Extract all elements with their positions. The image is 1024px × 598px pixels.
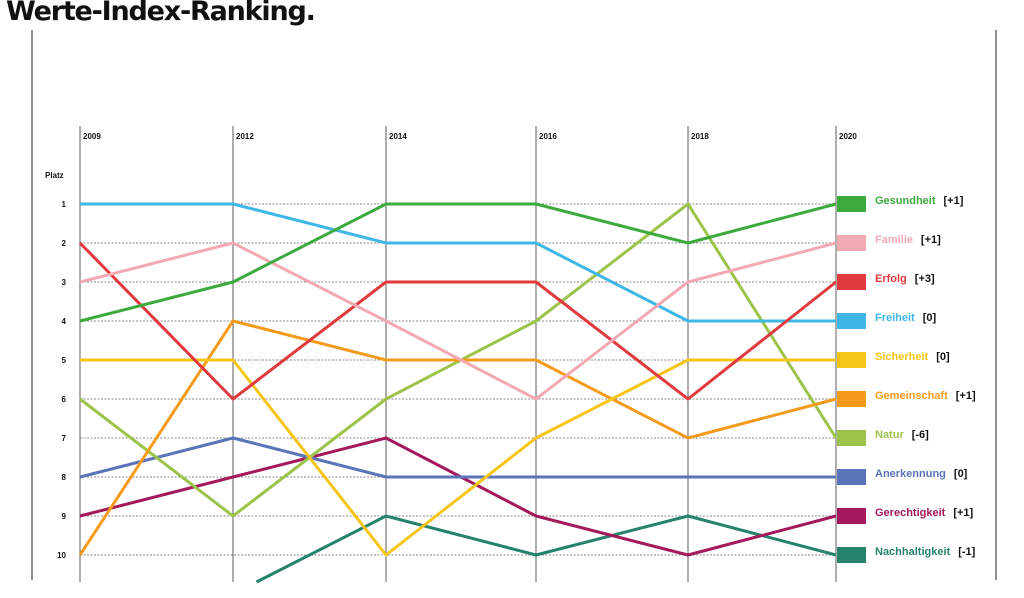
legend-label: Gesundheit — [875, 195, 936, 207]
y-tick-label: 9 — [62, 512, 67, 521]
y-tick-label: 6 — [62, 395, 67, 404]
legend-swatch — [837, 508, 866, 524]
series-line-gesundheit — [79, 202, 837, 323]
series-line-gerechtigkeit — [79, 436, 837, 557]
y-tick-label: 3 — [62, 278, 67, 287]
y-tick-label: 1 — [62, 200, 67, 209]
series-line-sicherheit — [80, 358, 836, 557]
legend-delta: [+1] — [921, 234, 941, 246]
y-tick-label: 4 — [62, 317, 67, 326]
y-tick-label: 10 — [57, 551, 66, 560]
legend-delta: [0] — [954, 468, 968, 480]
x-tick-label: 2016 — [539, 132, 557, 141]
legend-label: Anerkennung — [875, 468, 946, 480]
x-tick-label: 2020 — [839, 132, 857, 141]
legend-swatch — [837, 235, 866, 251]
legend-swatch — [837, 352, 866, 368]
legend-label: Familie — [875, 234, 913, 246]
legend-swatch — [837, 196, 866, 212]
x-tick-label: 2014 — [389, 132, 407, 141]
chart-frame — [31, 30, 997, 580]
legend-swatch — [837, 469, 866, 485]
series-line-anerkennung — [79, 436, 836, 479]
legend-label: Erfolg — [875, 273, 907, 285]
legend-swatch — [837, 430, 866, 446]
legend-delta: [+1] — [944, 195, 964, 207]
legend-delta: [-1] — [958, 546, 975, 558]
y-tick-label: 7 — [62, 434, 67, 443]
grid-lines — [79, 126, 837, 582]
x-tick-label: 2012 — [236, 132, 254, 141]
page-title: Werte-Index-Ranking. — [6, 0, 316, 27]
y-tick-label: 8 — [62, 473, 67, 482]
x-tick-label: 2009 — [83, 132, 101, 141]
legend-swatch — [837, 391, 866, 407]
series-line-familie — [79, 241, 837, 401]
y-tick-label: 2 — [62, 239, 67, 248]
legend-label: Sicherheit — [875, 351, 929, 363]
y-tick-label: 5 — [62, 356, 67, 365]
legend-swatch — [837, 274, 866, 290]
legend-delta: [+1] — [956, 390, 976, 402]
legend-label: Gerechtigkeit — [875, 507, 946, 519]
legend-swatch — [837, 313, 866, 329]
y-axis-label: Platz — [45, 171, 64, 180]
legend-swatch — [837, 547, 866, 563]
legend-delta: [0] — [936, 351, 950, 363]
series-line-erfolg — [78, 241, 837, 401]
legend-delta: [+1] — [953, 507, 973, 519]
legend-label: Nachhaltigkeit — [875, 546, 951, 558]
x-tick-label: 2018 — [691, 132, 709, 141]
legend-delta: [0] — [923, 312, 937, 324]
series-lines — [78, 202, 838, 584]
legend: Gesundheit [+1] Familie [+1] Erfolg [+3] Freih… — [837, 195, 976, 563]
legend-label: Gemeinschaft — [875, 390, 948, 402]
axis-labels: 2009 2012 2014 2016 2018 2020 Platz 1 2 3 4 5 6 7 8 9 10 — [45, 132, 857, 560]
series-line-nachhaltigkeit — [255, 514, 837, 584]
series-line-freiheit — [80, 202, 836, 323]
legend-delta: [+3] — [915, 273, 935, 285]
legend-label: Freiheit — [875, 312, 915, 324]
legend-delta: [-6] — [912, 429, 929, 441]
legend-label: Natur — [875, 429, 904, 441]
